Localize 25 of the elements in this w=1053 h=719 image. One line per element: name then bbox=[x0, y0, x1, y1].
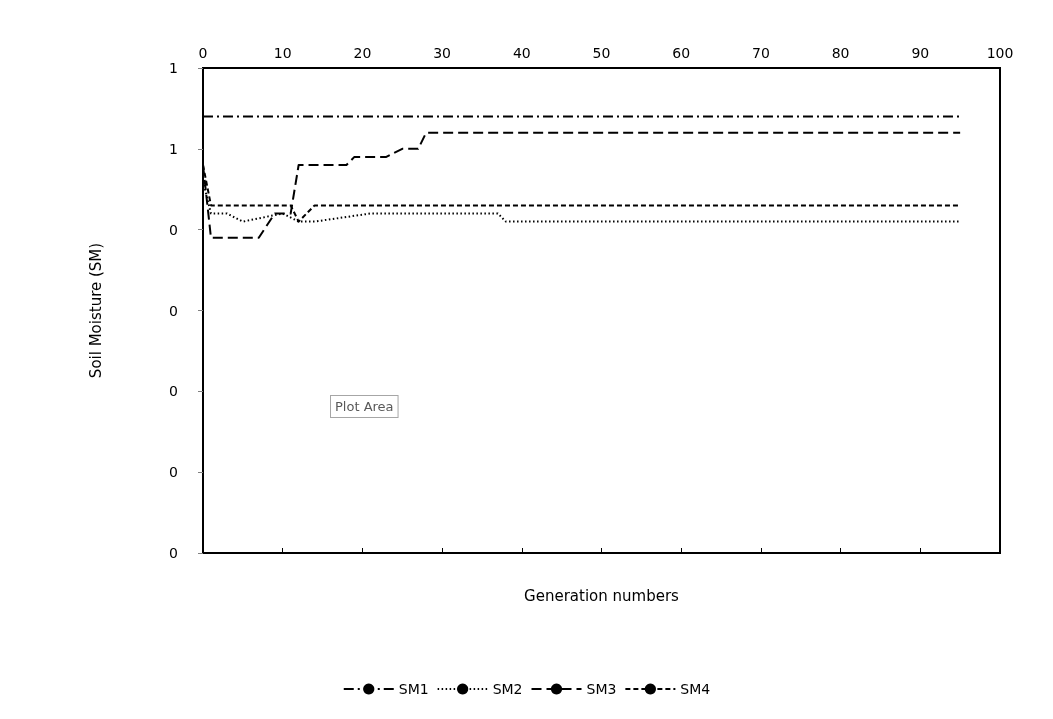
legend-label: SM4 bbox=[680, 681, 711, 697]
y-tick-label: 0 bbox=[169, 221, 178, 238]
x-tick-label: 30 bbox=[433, 45, 452, 61]
y-tick-label: 1 bbox=[169, 60, 178, 76]
x-tick-label: 0 bbox=[198, 45, 208, 61]
y-tick-label: 0 bbox=[169, 545, 178, 561]
x-tick-label: 50 bbox=[592, 45, 611, 61]
annotation: Plot Area bbox=[335, 399, 394, 414]
y-tick-label: 0 bbox=[169, 302, 178, 319]
x-tick-label: 80 bbox=[831, 45, 850, 61]
x-tick-label: 70 bbox=[751, 45, 770, 61]
y-axis-title: Soil Moisture (SM) bbox=[86, 242, 105, 379]
x-tick-label: 20 bbox=[353, 45, 372, 61]
y-tick-label: 1 bbox=[169, 140, 178, 157]
y-tick-label: 0 bbox=[169, 464, 178, 481]
x-tick-label: 60 bbox=[672, 45, 691, 61]
x-tick-label: 10 bbox=[273, 45, 292, 61]
legend-label: SM3 bbox=[586, 681, 617, 697]
x-axis-title: Generation numbers bbox=[524, 586, 680, 605]
x-tick-label: 40 bbox=[512, 45, 531, 61]
x-tick-label: 100 bbox=[986, 45, 1014, 61]
legend-label: SM1 bbox=[398, 681, 429, 697]
x-tick-label: 90 bbox=[911, 45, 930, 61]
y-tick-label: 0 bbox=[169, 383, 178, 400]
legend-label: SM2 bbox=[492, 681, 523, 697]
